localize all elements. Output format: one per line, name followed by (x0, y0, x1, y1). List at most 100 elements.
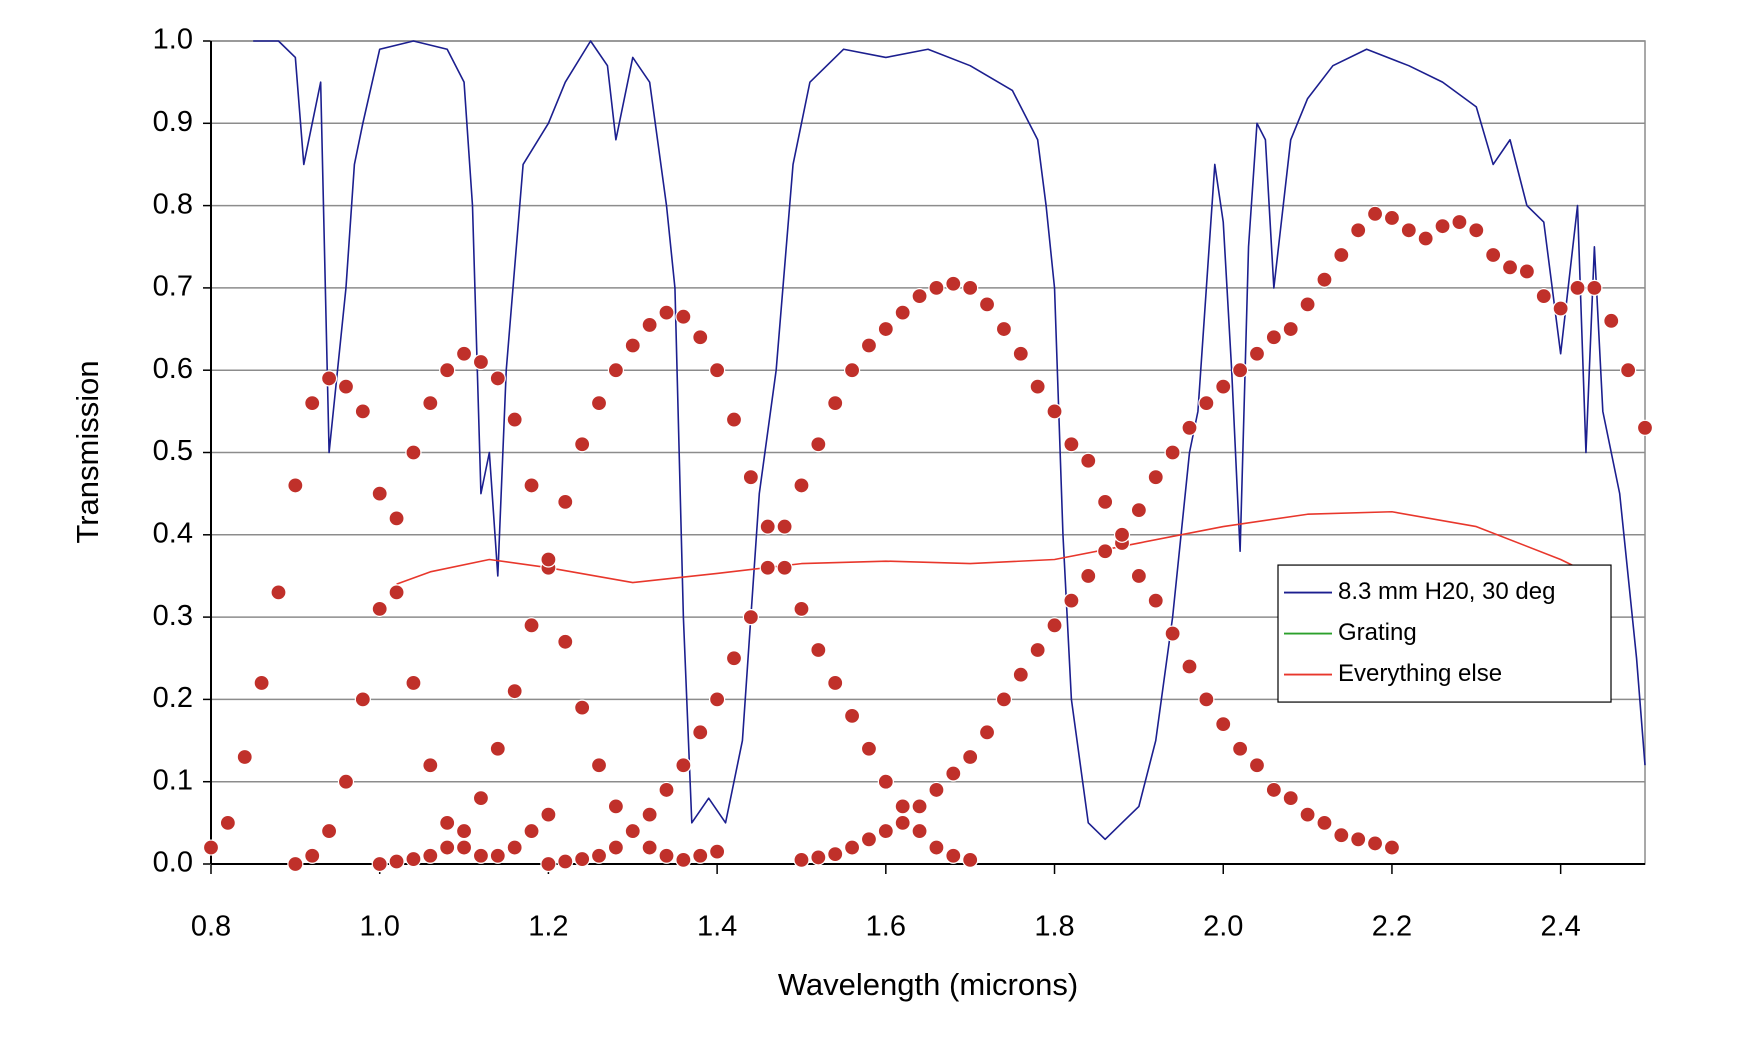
data-point (945, 847, 962, 864)
data-point (675, 757, 692, 774)
data-point (692, 329, 709, 346)
data-point (759, 518, 776, 535)
data-point (1451, 213, 1468, 231)
data-point (607, 839, 624, 856)
data-point (472, 790, 490, 807)
data-point (1333, 827, 1350, 844)
data-point (641, 839, 658, 856)
data-point (388, 510, 405, 527)
data-point (354, 691, 371, 708)
data-point (1299, 806, 1316, 823)
data-point (1198, 691, 1215, 708)
x-tick-label: 1.0 (360, 911, 400, 943)
data-point (574, 436, 591, 453)
data-point (506, 683, 523, 700)
data-point (1012, 666, 1029, 683)
x-tick-label: 2.0 (1203, 911, 1243, 943)
data-point (793, 600, 810, 617)
data-point (1232, 740, 1249, 757)
data-point (843, 839, 861, 856)
data-point (827, 395, 844, 412)
legend-label: 8.3 mm H20, 30 deg (1338, 578, 1555, 605)
data-point (1468, 222, 1485, 239)
data-point (455, 345, 473, 362)
data-point (978, 724, 996, 741)
data-point (742, 608, 759, 626)
data-point (1282, 790, 1299, 807)
data-point (1232, 362, 1249, 379)
data-point (320, 370, 338, 387)
data-point (692, 724, 709, 741)
data-point (1198, 395, 1215, 412)
data-point (810, 436, 827, 453)
data-point (793, 477, 810, 494)
data-point (894, 304, 911, 321)
data-point (894, 814, 911, 831)
data-point (1316, 814, 1333, 831)
data-point (1400, 222, 1417, 239)
data-point (709, 362, 726, 379)
data-point (1366, 835, 1384, 852)
data-point (1552, 300, 1569, 317)
data-point (877, 320, 894, 338)
x-tick-label: 1.2 (528, 911, 568, 943)
data-point (1569, 279, 1586, 296)
data-point (1265, 329, 1282, 346)
data-point (1282, 320, 1299, 338)
data-point (1164, 625, 1181, 642)
data-point (337, 773, 355, 790)
data-point (1383, 209, 1401, 227)
data-point (1316, 271, 1333, 288)
data-point (793, 851, 810, 868)
data-point (540, 551, 557, 568)
data-point (1620, 362, 1637, 379)
data-point (236, 748, 253, 766)
data-point (1501, 259, 1519, 276)
data-point (1215, 715, 1232, 733)
data-point (860, 831, 878, 848)
data-point (962, 851, 979, 868)
data-point (557, 493, 574, 510)
data-point (675, 851, 692, 868)
data-point (742, 469, 759, 486)
y-tick-label: 0.9 (153, 106, 193, 138)
data-point (388, 853, 405, 870)
data-point (337, 378, 355, 395)
data-point (202, 839, 220, 856)
data-point (371, 485, 388, 502)
x-axis-title: Wavelength (microns) (778, 967, 1078, 1002)
data-point (911, 288, 928, 305)
data-point (540, 806, 557, 823)
data-point (472, 847, 490, 864)
data-point (776, 559, 793, 576)
y-tick-label: 0.5 (153, 435, 193, 467)
data-point (1181, 419, 1198, 436)
data-point (1181, 658, 1198, 675)
data-point (523, 617, 540, 634)
series-line (396, 510, 1612, 585)
data-point (1417, 230, 1434, 247)
data-point (422, 847, 439, 864)
data-point (607, 362, 624, 379)
data-point (978, 296, 996, 313)
data-point (928, 781, 945, 799)
data-point (692, 847, 709, 864)
data-point (624, 822, 641, 840)
data-point (540, 855, 557, 873)
data-point (1366, 205, 1384, 222)
data-point (1299, 296, 1316, 313)
data-point (1130, 567, 1147, 585)
data-point (557, 853, 574, 870)
data-point (624, 337, 641, 354)
y-tick-label: 0.8 (153, 188, 193, 220)
data-point (810, 849, 827, 866)
data-point (304, 847, 321, 864)
data-point (928, 279, 945, 296)
data-point (354, 403, 371, 420)
y-tick-label: 0.3 (153, 600, 193, 632)
data-point (557, 633, 574, 650)
data-point (1636, 419, 1654, 436)
data-point (523, 822, 540, 840)
data-point (1029, 641, 1046, 659)
data-point (1147, 592, 1164, 609)
